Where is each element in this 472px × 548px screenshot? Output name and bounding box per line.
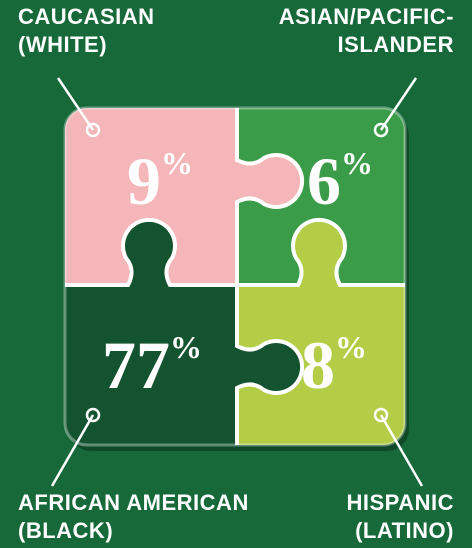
percentage-unit: % [161, 145, 193, 181]
percentage-unit: % [335, 329, 367, 365]
percentage-value: 77 [102, 327, 170, 403]
percentage-value: 6 [307, 143, 341, 219]
piece-label: ISLANDER [338, 32, 454, 57]
piece-label: (WHITE) [18, 32, 107, 57]
percentage-unit: % [170, 329, 202, 365]
page: {"pieces": [ {"label": ["CAUCASIAN", "(W… [0, 0, 472, 548]
infographic: CAUCASIAN (WHITE) 9% ASIAN/PACIFIC- ISLANDER… [0, 0, 472, 548]
piece-label: (BLACK) [18, 518, 113, 543]
percentage-unit: % [341, 145, 373, 181]
percentage-value: 8 [301, 327, 335, 403]
piece-label: CAUCASIAN [18, 4, 155, 29]
piece-label: (LATINO) [355, 518, 454, 543]
piece-label: AFRICAN AMERICAN [18, 490, 249, 515]
percentage-value: 9 [127, 143, 161, 219]
piece-label: ASIAN/PACIFIC- [279, 4, 454, 29]
piece-label: HISPANIC [347, 490, 455, 515]
